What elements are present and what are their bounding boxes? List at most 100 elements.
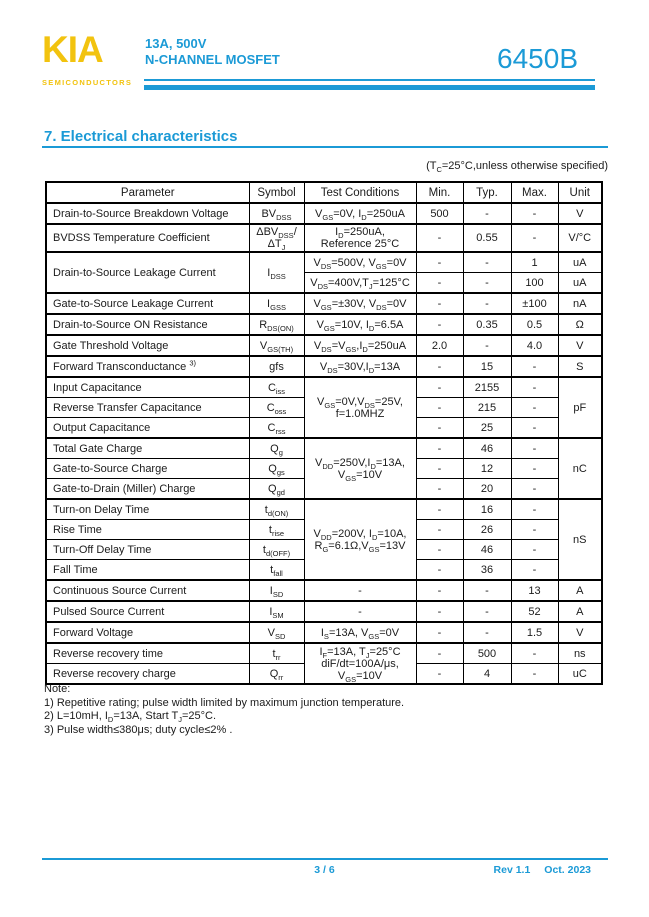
cell: -	[510, 417, 559, 439]
notes: Note: 1) Repetitive rating; pulse width l…	[44, 683, 404, 737]
cell: ns	[557, 642, 603, 664]
revision: Rev 1.1	[493, 864, 531, 876]
cell: -	[415, 559, 464, 581]
cell: -	[462, 621, 512, 644]
table-row: Gate-to-Source Charge Qgs -12-	[45, 458, 602, 479]
header-row: Parameter Symbol Test Conditions Min. Typ. Ma…	[45, 181, 603, 204]
cell: -	[415, 539, 464, 560]
cell: IDSS	[248, 251, 305, 294]
cell: 20	[462, 478, 512, 500]
cell: VGS(TH)	[248, 334, 305, 357]
cell: -	[510, 376, 559, 398]
cell: -	[415, 478, 464, 500]
cell: -	[510, 519, 559, 540]
cell: VGS=0V, ID=250uA	[303, 202, 417, 225]
cell: 2.0	[415, 334, 464, 357]
cell: S	[557, 355, 603, 378]
cell: -	[415, 417, 464, 439]
cell: 2155	[462, 376, 512, 398]
cell: Qgs	[248, 458, 305, 479]
header-rule-thick	[144, 85, 595, 90]
cell: -	[415, 642, 464, 664]
table-row: Total Gate Charge Qg VDD=250V,ID=13A, VGS=1…	[45, 437, 603, 500]
cell: td(ON)	[248, 498, 305, 520]
cell: -	[415, 458, 464, 479]
table-row: Drain-to-Source ON Resistance RDS(ON) VGS=…	[45, 313, 603, 336]
column-header: Unit	[557, 181, 603, 204]
cell: Continuous Source Current	[45, 579, 250, 602]
cell: ISD	[248, 579, 305, 602]
cell: IF=13A, TJ=25°C diF/dt=100A/μs, VGS=10V	[303, 642, 417, 685]
cell: Qg	[248, 437, 305, 459]
cell: -	[510, 478, 559, 500]
cell: 4	[462, 663, 512, 685]
cell: Output Capacitance	[45, 417, 250, 439]
cell: -	[510, 458, 559, 479]
cell: pF	[557, 376, 603, 439]
cell: VSD	[248, 621, 305, 644]
cell: Crss	[248, 417, 305, 439]
cell: uA	[557, 251, 603, 273]
table-row: Gate Threshold Voltage VGS(TH) VDS=VGS,ID=…	[45, 334, 603, 357]
table-row: Drain-to-Source Leakage Current IDSS VDS=5…	[45, 251, 603, 294]
cell: Turn-Off Delay Time	[45, 539, 250, 560]
cell: Drain-to-Source ON Resistance	[45, 313, 250, 336]
cell: ID=250uA, Reference 25°C	[303, 223, 417, 253]
cell: -	[510, 539, 559, 560]
cell: Forward Voltage	[45, 621, 250, 644]
cell: 1	[510, 251, 559, 273]
cell: VGS=0V,VDS=25V, f=1.0MHZ	[303, 376, 417, 439]
cell: nA	[557, 292, 603, 315]
cell: V	[557, 202, 603, 225]
revision-date: Oct. 2023	[544, 864, 591, 876]
table-row: Continuous Source Current ISD - - -13 A	[45, 579, 603, 602]
cell: -	[415, 376, 464, 398]
cell: Forward Transconductance 3)	[45, 355, 250, 378]
cell: Drain-to-Source Breakdown Voltage	[45, 202, 250, 225]
cell: Pulsed Source Current	[45, 600, 250, 623]
cell: -	[510, 642, 559, 664]
product-spec-rating: 13A, 500V	[145, 36, 207, 51]
table-row: Drain-to-Source Breakdown Voltage BVDSS VG…	[45, 202, 603, 225]
cell: VDS=30V,ID=13A	[303, 355, 417, 378]
cell: Drain-to-Source Leakage Current	[45, 251, 250, 294]
product-spec: 13A, 500V N-CHANNEL MOSFET	[145, 36, 280, 68]
cell: Gate Threshold Voltage	[45, 334, 250, 357]
cell: Gate-to-Source Leakage Current	[45, 292, 250, 315]
cell: 0.55	[462, 223, 512, 253]
table-row: Turn-on Delay Time td(ON) VDD=200V, ID=10A…	[45, 498, 603, 581]
cell: -	[415, 437, 464, 459]
cell: Fall Time	[45, 559, 250, 581]
cell: -	[510, 223, 559, 253]
cell: Coss	[248, 397, 305, 418]
cell: 46	[462, 539, 512, 560]
cell: Reverse recovery time	[45, 642, 250, 664]
cell: V	[557, 334, 603, 357]
cell: VDS=VGS,ID=250uA	[303, 334, 417, 357]
cell: A	[557, 579, 603, 602]
characteristics-table: Parameter Symbol Test Conditions Min. Typ. Ma…	[45, 181, 603, 685]
cell: 26	[462, 519, 512, 540]
cell: uC	[557, 663, 603, 685]
column-header: Parameter	[45, 181, 250, 204]
cell: trise	[248, 519, 305, 540]
cell: ±100	[510, 292, 559, 315]
cell: 15	[462, 355, 512, 378]
cell: -	[415, 251, 464, 273]
cell: VDS=500V, VGS=0V	[303, 251, 417, 273]
cell: ΔBVDSS/ΔTJ	[248, 223, 305, 253]
cell: -	[415, 519, 464, 540]
cell: gfs	[248, 355, 305, 378]
table-row: BVDSS Temperature Coefficient ΔBVDSS/ΔTJ I…	[45, 223, 603, 253]
cell: -	[415, 600, 464, 623]
table-row: Gate-to-Drain (Miller) Charge Qgd -20-	[45, 478, 602, 500]
cell: -	[303, 579, 417, 602]
note-line: 1) Repetitive rating; pulse width limite…	[44, 696, 405, 709]
table-body: Drain-to-Source Breakdown Voltage BVDSS VG…	[45, 202, 603, 685]
table-row: Output Capacitance Crss -25-	[45, 417, 602, 439]
cell: -	[510, 397, 559, 418]
cell: nS	[557, 498, 603, 581]
cell: -	[510, 663, 559, 685]
column-header: Min.	[415, 181, 464, 204]
cell: Turn-on Delay Time	[45, 498, 250, 520]
